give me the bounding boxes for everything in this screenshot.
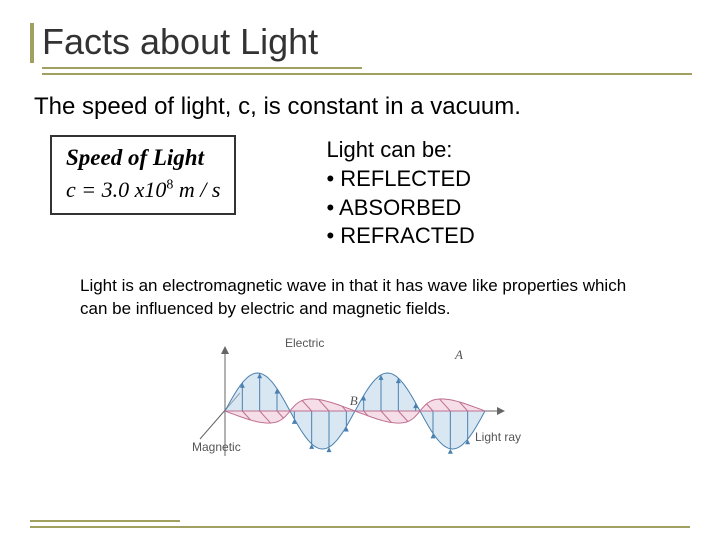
footer-short-line bbox=[30, 520, 180, 522]
title-block: Facts about Light bbox=[30, 20, 690, 75]
slide-subtitle: The speed of light, c, is constant in a … bbox=[34, 93, 690, 121]
slide-title: Facts about Light bbox=[42, 20, 690, 63]
em-wave-diagram: Electric Magnetic Light ray A B bbox=[30, 331, 690, 476]
slide: Facts about Light The speed of light, c,… bbox=[0, 0, 720, 540]
bullet-item: • ABSORBED bbox=[326, 194, 474, 223]
formula-heading: Speed of Light bbox=[66, 145, 220, 171]
title-underline-long bbox=[42, 73, 692, 75]
bullet-item: • REFLECTED bbox=[326, 165, 474, 194]
bullet-label: REFLECTED bbox=[340, 166, 471, 191]
svg-text:A: A bbox=[454, 347, 463, 362]
formula-box: Speed of Light c = 3.0 x108 m / s bbox=[50, 135, 236, 215]
bullet-label: REFRACTED bbox=[340, 223, 474, 248]
content-row: Speed of Light c = 3.0 x108 m / s Light … bbox=[30, 135, 690, 251]
svg-text:Magnetic: Magnetic bbox=[192, 440, 241, 454]
formula-equation: c = 3.0 x108 m / s bbox=[66, 177, 220, 203]
bullet-item: • REFRACTED bbox=[326, 222, 474, 251]
svg-text:Light ray: Light ray bbox=[475, 430, 521, 444]
em-wave-svg: Electric Magnetic Light ray A B bbox=[190, 331, 530, 471]
svg-text:B: B bbox=[350, 393, 358, 408]
footer-long-line bbox=[30, 526, 690, 528]
formula-units: m / s bbox=[173, 177, 220, 202]
bullets-block: Light can be: • REFLECTED • ABSORBED • R… bbox=[326, 137, 474, 251]
formula-lhs: c = 3.0 x10 bbox=[66, 177, 166, 202]
title-accent-bar bbox=[30, 23, 34, 63]
svg-text:Electric: Electric bbox=[285, 336, 324, 350]
bullets-heading: Light can be: bbox=[326, 137, 474, 163]
bullet-label: ABSORBED bbox=[339, 195, 461, 220]
description-text: Light is an electromagnetic wave in that… bbox=[80, 275, 640, 321]
title-underline-short bbox=[42, 67, 362, 69]
